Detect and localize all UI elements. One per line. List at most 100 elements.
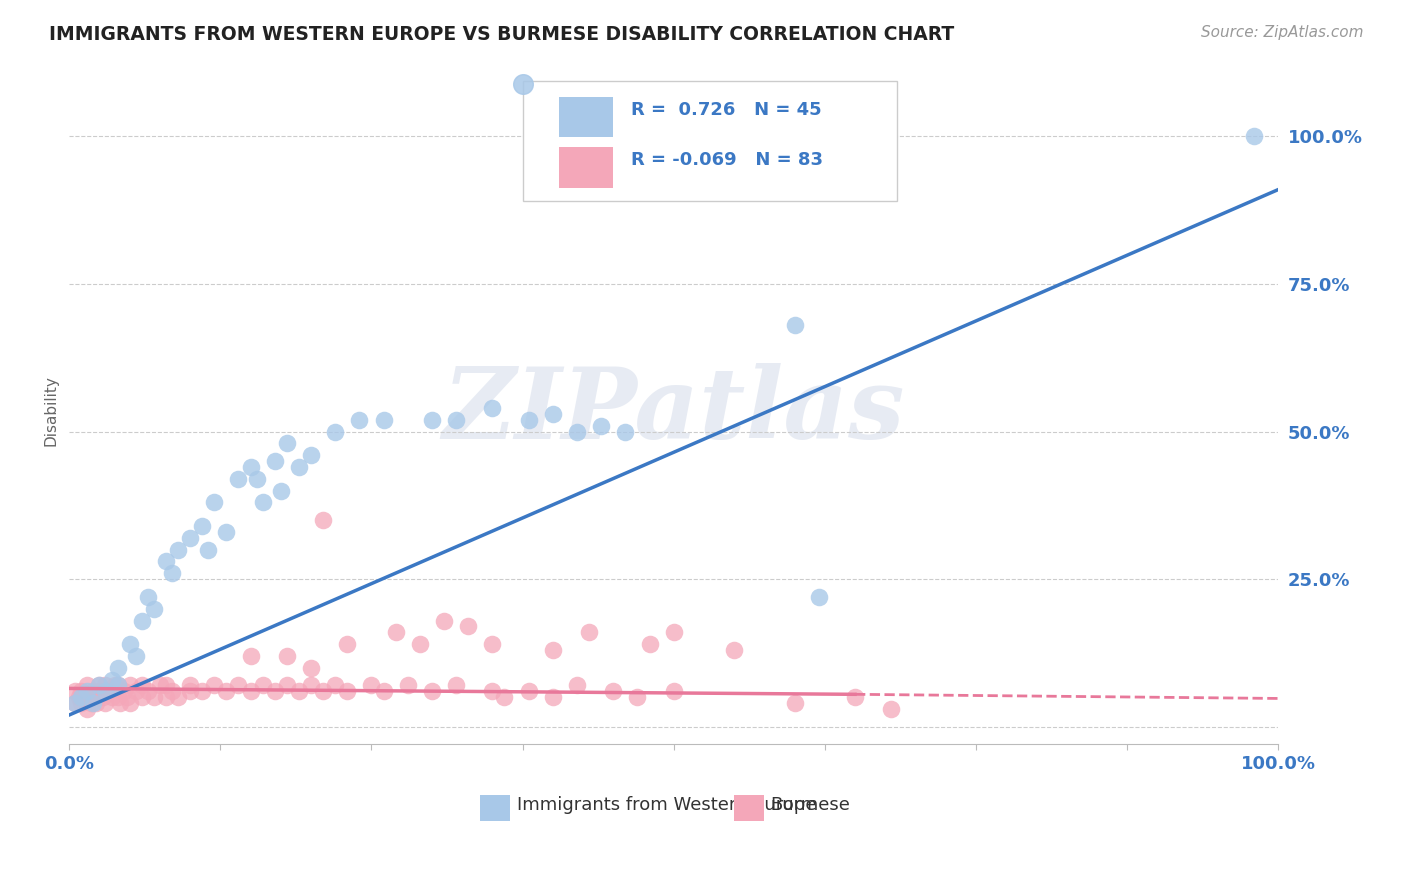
Point <box>73 690 96 705</box>
Point <box>104 678 127 692</box>
Point <box>112 684 135 698</box>
Point <box>191 684 214 698</box>
Point <box>270 483 292 498</box>
Point <box>578 625 600 640</box>
Point <box>202 678 225 692</box>
Point <box>179 531 201 545</box>
Point <box>118 696 141 710</box>
Point <box>118 678 141 692</box>
Point <box>420 413 443 427</box>
Point <box>228 472 250 486</box>
Point <box>444 413 467 427</box>
Point <box>89 678 111 692</box>
Point <box>336 684 359 698</box>
Point <box>239 648 262 663</box>
Point <box>67 690 90 705</box>
Point <box>444 678 467 692</box>
Point <box>70 696 93 710</box>
Point <box>94 696 117 710</box>
Point <box>89 684 111 698</box>
Point <box>263 454 285 468</box>
Point <box>100 673 122 687</box>
Point <box>125 648 148 663</box>
Point <box>76 702 98 716</box>
Point <box>82 690 104 705</box>
Point <box>149 678 172 692</box>
Point <box>614 425 637 439</box>
Point <box>65 696 87 710</box>
Point <box>89 678 111 692</box>
Point <box>360 678 382 692</box>
Point <box>396 678 419 692</box>
Point <box>517 684 540 698</box>
Point <box>91 690 114 705</box>
Point <box>215 684 238 698</box>
Point <box>276 436 298 450</box>
Point <box>626 690 648 705</box>
Point <box>1243 129 1265 144</box>
Point <box>118 637 141 651</box>
Point <box>373 413 395 427</box>
Point <box>662 625 685 640</box>
Point <box>76 678 98 692</box>
Point <box>97 684 120 698</box>
Point <box>179 684 201 698</box>
Point <box>276 678 298 692</box>
Point <box>246 472 269 486</box>
Point <box>263 684 285 698</box>
Point <box>167 542 190 557</box>
Point <box>512 136 534 150</box>
Point <box>142 601 165 615</box>
Point <box>409 637 432 651</box>
Point <box>136 684 159 698</box>
Point <box>517 413 540 427</box>
Point <box>541 407 564 421</box>
Point <box>373 684 395 698</box>
Point <box>197 542 219 557</box>
Point <box>191 519 214 533</box>
Point <box>155 554 177 568</box>
Point <box>107 661 129 675</box>
Point <box>142 690 165 705</box>
Point <box>160 684 183 698</box>
Point <box>323 425 346 439</box>
Point <box>239 684 262 698</box>
FancyBboxPatch shape <box>558 147 613 187</box>
Point <box>783 318 806 333</box>
Point <box>457 619 479 633</box>
Point <box>108 696 131 710</box>
Point <box>723 643 745 657</box>
Point <box>880 702 903 716</box>
Point <box>65 684 87 698</box>
Point <box>70 684 93 698</box>
Text: Burmese: Burmese <box>770 796 851 814</box>
Point <box>94 678 117 692</box>
Point <box>312 684 335 698</box>
Point <box>783 696 806 710</box>
Point <box>323 678 346 692</box>
Point <box>807 590 830 604</box>
Point <box>312 513 335 527</box>
Y-axis label: Disability: Disability <box>44 376 58 446</box>
Point <box>160 566 183 581</box>
Point <box>215 524 238 539</box>
Point <box>117 690 139 705</box>
Point <box>299 678 322 692</box>
Point <box>107 678 129 692</box>
Point <box>602 684 624 698</box>
Point <box>239 460 262 475</box>
Text: ZIPatlas: ZIPatlas <box>443 363 905 459</box>
Point <box>481 684 503 698</box>
Point <box>541 643 564 657</box>
Point <box>662 684 685 698</box>
Point <box>94 684 117 698</box>
Text: R = -0.069   N = 83: R = -0.069 N = 83 <box>631 151 824 169</box>
Point <box>100 690 122 705</box>
Point <box>131 690 153 705</box>
Point <box>844 690 866 705</box>
Point <box>84 696 107 710</box>
Point <box>565 678 588 692</box>
Point <box>131 614 153 628</box>
FancyBboxPatch shape <box>523 81 897 201</box>
Point <box>82 696 104 710</box>
